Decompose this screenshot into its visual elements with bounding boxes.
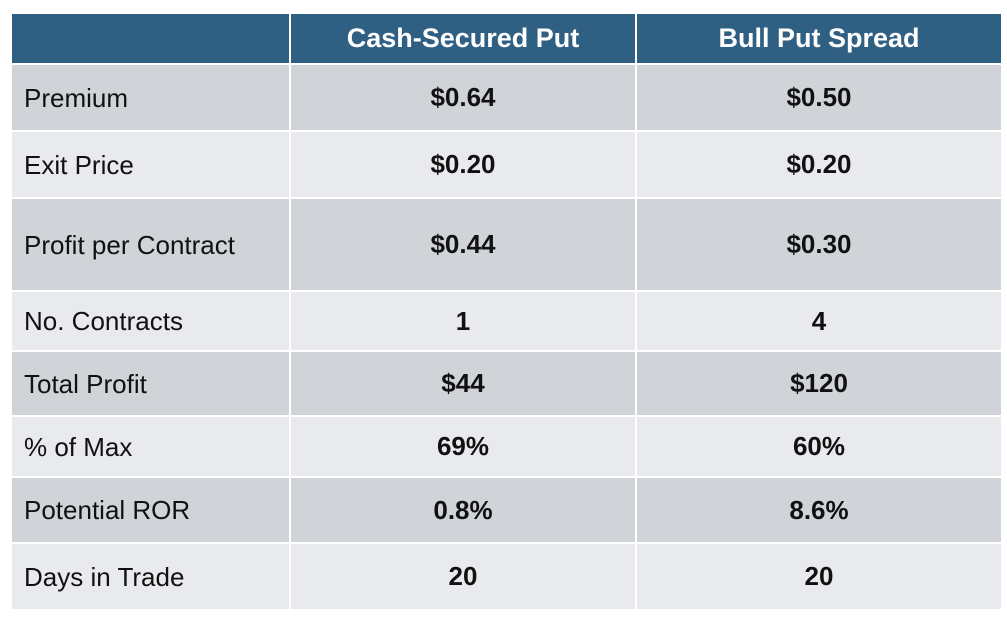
row-label: Total Profit (10, 350, 291, 417)
bps-value: $120 (635, 350, 1003, 417)
csp-value: 0.8% (289, 476, 637, 544)
csp-value: $44 (289, 350, 637, 417)
bps-value: $0.50 (635, 63, 1003, 132)
row-label: Premium (10, 63, 291, 132)
row-label: % of Max (10, 415, 291, 478)
csp-value: $0.20 (289, 130, 637, 199)
table-row: Profit per Contract $0.44 $0.30 (10, 197, 1003, 292)
table-row: Days in Trade 20 20 (10, 542, 1003, 611)
row-label: No. Contracts (10, 290, 291, 352)
header-corner-cell (10, 12, 291, 65)
bps-value: $0.30 (635, 197, 1003, 292)
row-label: Potential ROR (10, 476, 291, 544)
csp-value: 20 (289, 542, 637, 611)
bps-value: 60% (635, 415, 1003, 478)
header-cash-secured-put: Cash-Secured Put (289, 12, 637, 65)
bps-value: 8.6% (635, 476, 1003, 544)
csp-value: 1 (289, 290, 637, 352)
csp-value: 69% (289, 415, 637, 478)
csp-value: $0.44 (289, 197, 637, 292)
row-label: Days in Trade (10, 542, 291, 611)
header-bull-put-spread: Bull Put Spread (635, 12, 1003, 65)
table-row: Potential ROR 0.8% 8.6% (10, 476, 1003, 544)
csp-value: $0.64 (289, 63, 637, 132)
table-row: No. Contracts 1 4 (10, 290, 1003, 352)
row-label: Exit Price (10, 130, 291, 199)
bps-value: $0.20 (635, 130, 1003, 199)
row-label: Profit per Contract (10, 197, 291, 292)
table-row: Exit Price $0.20 $0.20 (10, 130, 1003, 199)
bps-value: 4 (635, 290, 1003, 352)
table-row: % of Max 69% 60% (10, 415, 1003, 478)
bps-value: 20 (635, 542, 1003, 611)
header-row: Cash-Secured Put Bull Put Spread (10, 12, 1003, 65)
table-row: Premium $0.64 $0.50 (10, 63, 1003, 132)
table-row: Total Profit $44 $120 (10, 350, 1003, 417)
comparison-table: Cash-Secured Put Bull Put Spread Premium… (10, 12, 1003, 611)
